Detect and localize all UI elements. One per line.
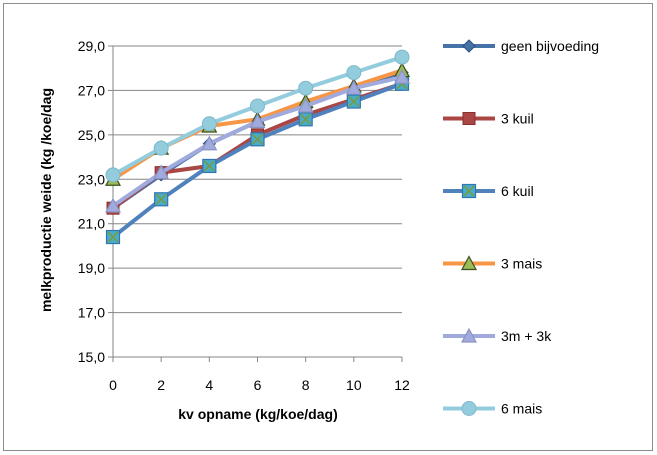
legend-label: 3 kuil <box>501 111 534 127</box>
series-3m-3k <box>104 68 411 213</box>
chart-frame <box>3 3 653 451</box>
y-tick-label: 15,0 <box>78 349 105 365</box>
y-tick-label: 17,0 <box>78 305 105 321</box>
legend-label: 6 kuil <box>501 183 534 199</box>
y-axis-ticks: 15,0 17,0 19,0 21,0 23,0 25,0 27,0 29,0 <box>78 38 105 365</box>
legend-item: 3m + 3k <box>443 327 552 344</box>
data-point <box>250 132 265 147</box>
y-tick-label: 25,0 <box>78 127 105 143</box>
legend-label: 6 mais <box>501 401 542 417</box>
data-point <box>345 79 362 95</box>
legend-item: 3 mais <box>443 255 542 272</box>
legend-label: 3m + 3k <box>501 328 552 344</box>
data-point <box>297 97 314 113</box>
x-tick-label: 8 <box>302 377 310 393</box>
data-point <box>346 94 361 109</box>
data-point <box>298 112 313 127</box>
y-tick-label: 21,0 <box>78 216 105 232</box>
data-point <box>105 167 121 183</box>
data-point <box>201 135 218 151</box>
data-point <box>346 65 362 81</box>
legend-marker <box>461 183 477 199</box>
x-tick-label: 10 <box>346 377 362 393</box>
data-point <box>202 158 217 174</box>
data-point <box>104 197 122 213</box>
series-6-mais <box>105 49 410 183</box>
legend-item: 6 kuil <box>443 183 534 199</box>
data-point <box>153 140 169 156</box>
x-axis-title: kv opname (kg/koe/dag) <box>178 406 337 422</box>
x-tick-label: 12 <box>394 377 410 393</box>
marker-cross <box>107 231 119 243</box>
legend-item: geen bijvoeding <box>443 38 599 54</box>
y-axis-title: melkproductie weide (kg /koe/dag <box>38 88 54 312</box>
marker-cross <box>463 185 475 197</box>
series-6-kuil <box>105 76 410 245</box>
legend-marker <box>462 112 476 125</box>
x-tick-label: 6 <box>254 377 262 393</box>
legend-marker <box>460 255 478 271</box>
data-point <box>249 113 266 129</box>
data-point <box>394 49 410 65</box>
data-point <box>153 164 170 180</box>
legend-label: 3 mais <box>501 256 542 272</box>
marker-cross <box>203 160 215 172</box>
marker-cross <box>252 133 263 145</box>
legend-marker <box>461 401 477 416</box>
marker-cross <box>348 96 360 108</box>
data-point <box>393 68 411 84</box>
legend-item: 6 mais <box>443 401 542 417</box>
legend-item: 3 kuil <box>443 111 534 127</box>
legend-label: geen bijvoeding <box>501 38 599 54</box>
x-axis-ticks: 0 2 4 6 8 10 12 <box>109 377 410 393</box>
x-tick-label: 4 <box>205 377 213 393</box>
data-point <box>201 116 217 132</box>
y-tick-label: 23,0 <box>78 171 105 187</box>
x-tick-label: 2 <box>157 377 165 393</box>
y-tick-label: 19,0 <box>78 260 105 276</box>
marker-cross <box>300 113 312 125</box>
x-tick-label: 0 <box>109 377 117 393</box>
data-point <box>298 80 314 96</box>
marker-cross <box>155 193 167 205</box>
series-group <box>104 49 411 245</box>
y-tick-label: 27,0 <box>78 82 105 98</box>
data-point <box>250 98 265 114</box>
legend-marker <box>460 327 478 343</box>
legend-marker <box>462 39 476 53</box>
legend: geen bijvoeding 3 kuil 6 kuil 3 mais 3m + 3k… <box>443 38 599 417</box>
data-point <box>105 229 121 245</box>
data-point <box>154 192 169 207</box>
y-tick-label: 29,0 <box>78 38 105 54</box>
